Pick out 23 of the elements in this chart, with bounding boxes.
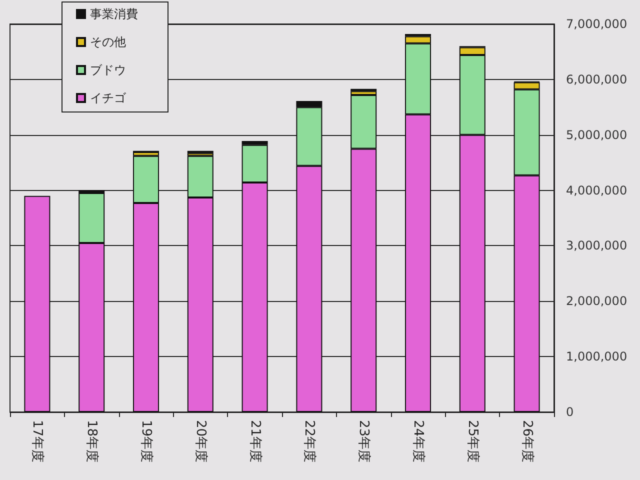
y-tick-label: 3,000,000 [566, 238, 628, 253]
y-tick-label: 0 [566, 405, 574, 419]
x-tick-label: 23年度 [356, 420, 372, 463]
y-tick-label: 1,000,000 [566, 350, 628, 364]
legend-label: イチゴ [90, 91, 127, 105]
x-tick-label: 21年度 [247, 420, 264, 463]
x-tick-label: 22年度 [302, 420, 318, 463]
x-tick-label: 20年度 [192, 420, 209, 463]
legend-label: 事業消費 [90, 7, 138, 21]
x-tick-label: 19年度 [138, 420, 154, 463]
y-tick-label: 5,000,000 [566, 128, 628, 142]
legend-label: ブドウ [90, 63, 126, 77]
y-tick-label: 2,000,000 [566, 294, 628, 308]
y-tick-label: 6,000,000 [566, 72, 628, 86]
bar [24, 196, 50, 412]
x-tick-label: 24年度 [410, 420, 426, 463]
x-tick-label: 17年度 [30, 420, 46, 463]
y-tick-label: 7,000,000 [566, 17, 628, 31]
y-tick-label: 4,000,000 [566, 183, 628, 198]
legend-label: その他 [90, 35, 126, 49]
x-tick-label: 18年度 [84, 420, 100, 463]
x-tick-label: 25年度 [464, 420, 481, 463]
x-tick-label: 26年度 [519, 420, 536, 463]
